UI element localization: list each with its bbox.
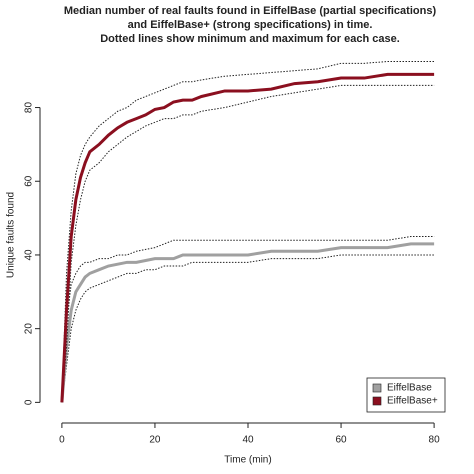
min-line (61, 254, 435, 403)
x-tick-label: 40 (242, 435, 254, 446)
median-line (60, 72, 435, 403)
y-axis-label: Unique faults found (6, 192, 17, 278)
legend-swatch (372, 383, 382, 393)
chart-title: Median number of real faults found in Ei… (64, 5, 437, 17)
y-tick-label: 40 (24, 249, 35, 261)
max-line (61, 236, 435, 403)
y-tick-label: 60 (24, 175, 35, 187)
x-tick-label: 80 (429, 435, 441, 446)
x-tick-label: 0 (59, 435, 65, 446)
min-line (61, 84, 435, 403)
x-axis-label: Time (min) (224, 455, 271, 466)
chart-title: and EiffelBase+ (strong specifications) … (128, 19, 373, 31)
y-tick-label: 0 (24, 399, 35, 405)
legend-label: EiffelBase (387, 383, 432, 394)
legend-swatch (372, 396, 382, 406)
chart-title: Dotted lines show minimum and maximum fo… (100, 33, 400, 45)
max-line (61, 60, 435, 403)
median-line (60, 242, 435, 403)
x-tick-label: 60 (335, 435, 347, 446)
x-tick-label: 20 (149, 435, 161, 446)
legend-label: EiffelBase+ (387, 396, 438, 407)
y-tick-label: 80 (24, 102, 35, 114)
y-tick-label: 20 (24, 323, 35, 335)
legend-box (366, 377, 446, 413)
